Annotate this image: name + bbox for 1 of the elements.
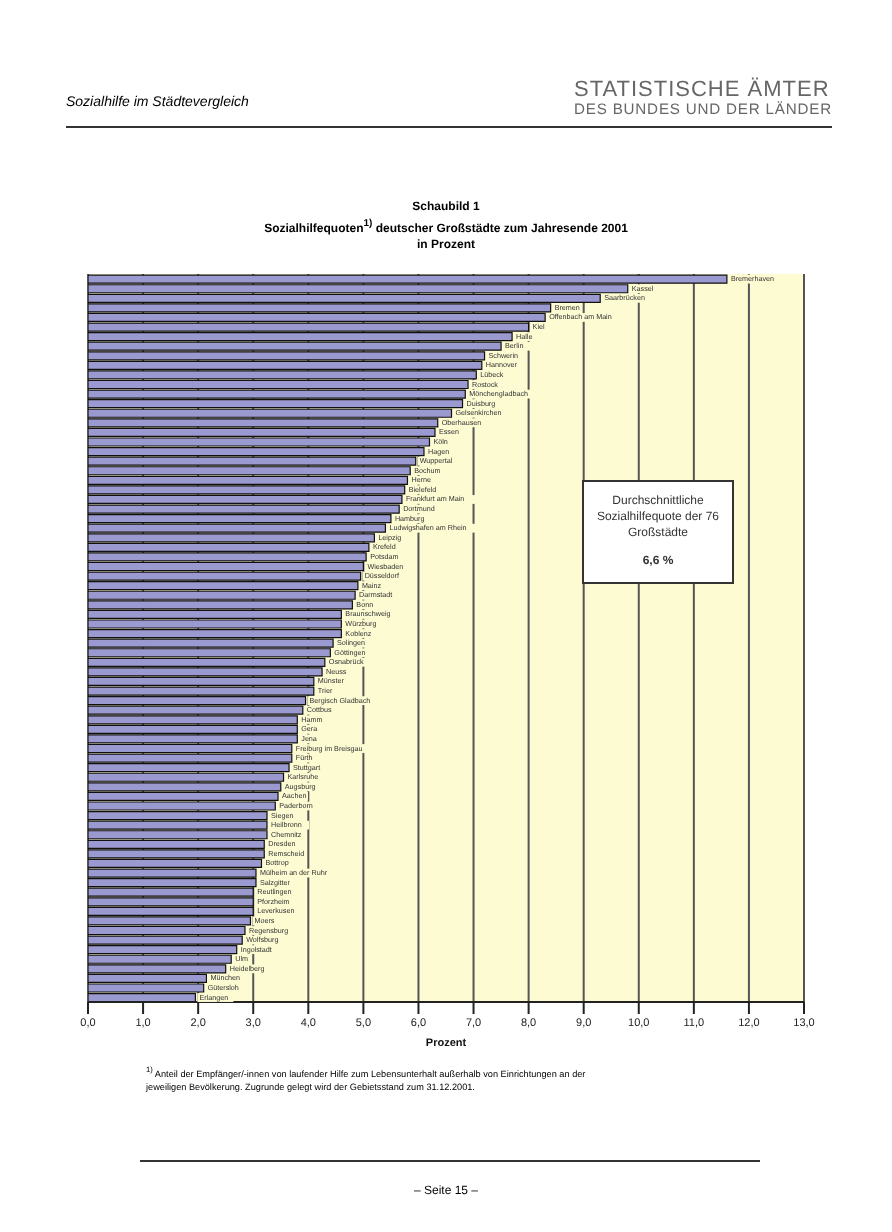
text: STATISTISCHE ÄMTER — [574, 78, 830, 102]
